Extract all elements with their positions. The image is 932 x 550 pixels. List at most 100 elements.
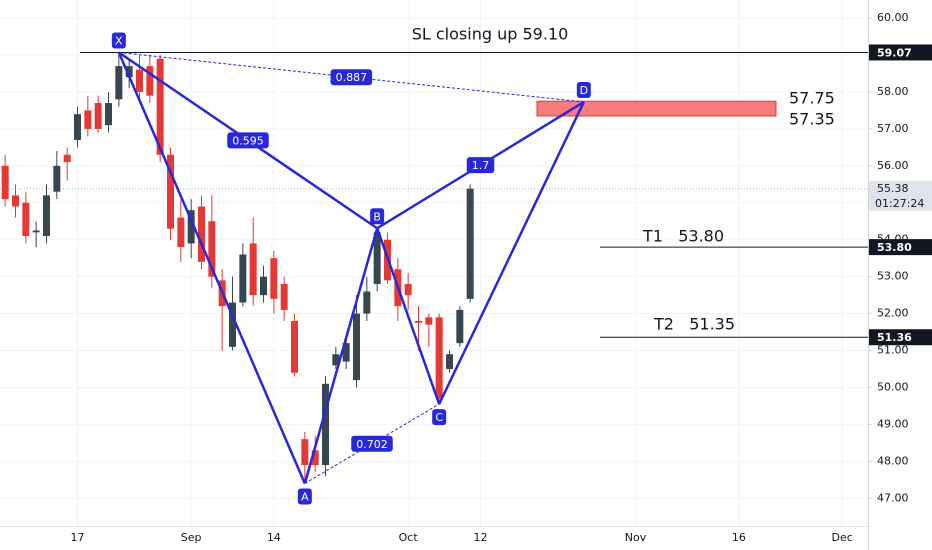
candle-body <box>136 69 143 92</box>
x-tick-label: Sep <box>181 531 202 544</box>
x-tick-label: 16 <box>732 531 746 544</box>
x-tick-label: 12 <box>474 531 488 544</box>
last-price-label: 55.38 <box>877 182 909 195</box>
y-tick-label: 49.00 <box>877 417 909 430</box>
y-tick-label: 48.00 <box>877 454 909 467</box>
y-tick-label: 50.00 <box>877 380 909 393</box>
ratio-label: 0.702 <box>356 438 388 451</box>
candle-body <box>105 103 112 126</box>
candle-body <box>270 258 278 299</box>
candle-body <box>239 254 247 303</box>
level-badge <box>869 44 932 61</box>
y-tick-label: 53.00 <box>877 270 909 283</box>
candle-body <box>94 103 102 129</box>
target-zone <box>536 100 777 117</box>
candle-body <box>301 439 309 466</box>
x-tick-label: 17 <box>71 531 85 544</box>
point-label-box <box>370 208 385 225</box>
candle-body <box>198 206 205 262</box>
candle-body <box>22 202 30 237</box>
y-tick-label: 47.00 <box>877 491 909 504</box>
y-tick-label: 52.00 <box>877 307 909 320</box>
candle-body <box>1 165 9 200</box>
ratio-line <box>118 51 584 103</box>
ratio-label-box <box>466 157 495 174</box>
point-label-box <box>111 32 126 49</box>
point-label-box <box>576 81 591 98</box>
point-label: D <box>580 84 588 97</box>
ratio-label-box <box>227 132 269 149</box>
y-tick-label: 51.00 <box>877 344 909 357</box>
candle-body <box>177 217 185 248</box>
candle-body <box>280 284 288 310</box>
candle-body <box>43 195 50 237</box>
point-label: B <box>373 210 381 223</box>
ratio-label-box <box>330 69 373 86</box>
candle-body <box>363 291 371 314</box>
countdown-label: 01:27:24 <box>875 197 924 210</box>
ratio-label: 1.7 <box>472 159 490 172</box>
candle-body <box>311 450 319 466</box>
candle-body <box>456 309 464 344</box>
annotation: T2 51.35 <box>653 315 735 334</box>
point-label-box <box>432 409 447 426</box>
x-tick-label: Nov <box>625 531 647 544</box>
y-tick-label: 60.00 <box>877 11 909 24</box>
point-label: X <box>115 34 123 47</box>
y-tick-label: 57.00 <box>877 122 909 135</box>
price-axis <box>868 0 932 550</box>
candle-body <box>167 154 174 229</box>
x-tick-label: Oct <box>399 531 419 544</box>
time-axis <box>0 526 868 550</box>
candle-body <box>84 110 92 129</box>
candle-body <box>12 195 19 207</box>
annotation: SL closing up 59.10 <box>412 25 569 44</box>
point-label: A <box>301 491 309 504</box>
candle-body <box>187 210 195 244</box>
candle-body <box>404 284 412 296</box>
candle-body <box>425 317 433 325</box>
candle-body <box>446 354 453 370</box>
pattern-leg <box>375 227 441 405</box>
level-label: 59.07 <box>877 46 912 59</box>
candle-body <box>125 66 133 78</box>
candle-body <box>32 230 40 233</box>
candle-body <box>373 232 381 285</box>
ratio-label: 0.595 <box>232 134 264 147</box>
pattern-leg <box>438 101 585 405</box>
candle-body <box>156 58 164 155</box>
candle-body <box>342 343 350 362</box>
level-label: 51.36 <box>877 331 912 344</box>
pattern-leg <box>117 51 306 485</box>
pattern-leg <box>303 227 379 484</box>
annotation: T1 53.80 <box>642 227 724 246</box>
x-tick-label: Dec <box>832 531 853 544</box>
candle-body <box>466 188 474 299</box>
last-price-badge <box>869 180 932 211</box>
level-badge <box>869 239 932 256</box>
level-badge <box>869 329 932 346</box>
candle-body <box>249 243 257 296</box>
ratio-line <box>304 403 440 484</box>
candle-body <box>291 320 298 373</box>
level-label: 53.80 <box>877 241 912 254</box>
y-tick-label: 56.00 <box>877 159 909 172</box>
candle-body <box>415 320 422 323</box>
candle-body <box>435 317 443 399</box>
x-tick-label: 14 <box>267 531 281 544</box>
candle-body <box>322 383 329 466</box>
candle-body <box>260 276 267 296</box>
ratio-label-box <box>351 435 393 452</box>
candle-body <box>353 313 360 381</box>
point-label: C <box>435 411 443 424</box>
zone-bottom-label: 57.35 <box>789 109 835 128</box>
zone-top-label: 57.75 <box>789 89 835 108</box>
candle-body <box>53 165 61 192</box>
candle-body <box>146 66 154 96</box>
candle-body <box>74 114 81 140</box>
point-label-box <box>297 488 312 505</box>
y-tick-label: 58.00 <box>877 85 909 98</box>
candle-body <box>229 302 236 347</box>
candle-body <box>332 354 340 366</box>
